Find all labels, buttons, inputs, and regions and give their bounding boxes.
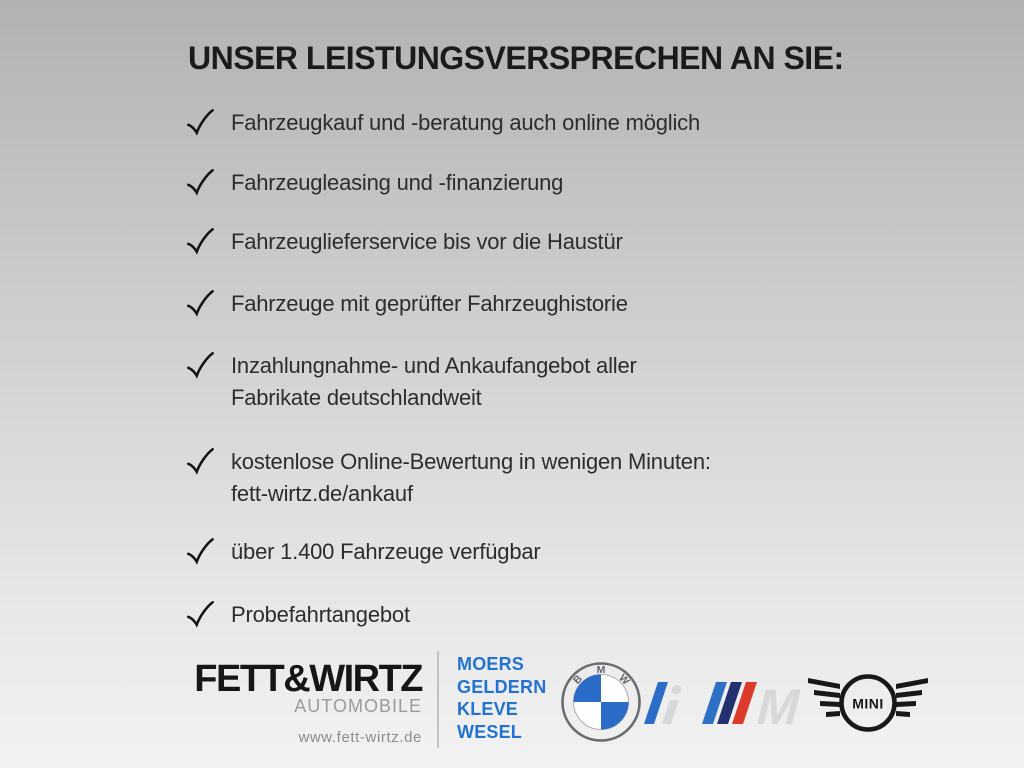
footer-divider — [437, 651, 439, 748]
checkmark-icon — [187, 228, 214, 255]
location-geldern: GELDERN — [457, 676, 547, 697]
checklist-item-text-line2: fett-wirtz.de/ankauf — [231, 481, 413, 506]
dealer-website: www.fett-wirtz.de — [298, 729, 422, 746]
location-moers: MOERS — [457, 654, 525, 674]
checklist-item: Fahrzeuglieferservice bis vor die Haustü… — [185, 226, 623, 258]
checkmark-icon — [187, 352, 214, 379]
checkmark-icon — [187, 169, 214, 196]
dealer-logo: FETT&WIRTZ AUTOMOBILE www.fett-wirtz.de — [194, 658, 423, 746]
dealer-locations: MOERS GELDERN KLEVE WESEL — [457, 653, 546, 743]
checkmark-icon — [187, 538, 214, 565]
checkmark-icon — [187, 601, 214, 628]
mini-logo-icon: MINI — [808, 674, 928, 732]
location-wesel: WESEL — [457, 721, 523, 742]
checklist-item: über 1.400 Fahrzeuge verfügbar — [185, 536, 541, 568]
checkmark-icon — [187, 290, 214, 317]
checklist-item: Fahrzeugleasing und -finanzierung — [185, 167, 563, 199]
checklist-item: kostenlose Online-Bewertung in wenigen M… — [185, 446, 711, 510]
checklist-item: Fahrzeuge mit geprüfter Fahrzeughistorie — [185, 288, 628, 320]
checklist-item-text: Inzahlungnahme- und Ankaufangebot aller — [231, 353, 637, 378]
bmw-m-letter: M — [751, 679, 800, 730]
bmw-m-logo-icon: M — [702, 679, 800, 730]
checklist-item-text: kostenlose Online-Bewertung in wenigen M… — [231, 449, 711, 474]
checklist-item-text: über 1.400 Fahrzeuge verfügbar — [231, 539, 541, 564]
mini-label: MINI — [852, 696, 884, 712]
page-title: UNSER LEISTUNGSVERSPRECHEN AN SIE: — [188, 40, 844, 76]
checklist-item-text: Fahrzeugkauf und -beratung auch online m… — [231, 110, 700, 135]
checkmark-icon — [187, 109, 214, 136]
checkmark-icon — [187, 448, 214, 475]
checklist-item-text: Fahrzeugleasing und -finanzierung — [231, 170, 564, 195]
checklist-item: Fahrzeugkauf und -beratung auch online m… — [185, 107, 700, 139]
bmw-letter-m: M — [597, 664, 606, 676]
dealer-name: FETT&WIRTZ — [194, 658, 423, 700]
checklist-item-text: Fahrzeuge mit geprüfter Fahrzeughistorie — [231, 291, 628, 316]
bmw-logo-icon: B M W — [561, 662, 641, 742]
bmw-i-logo-icon — [644, 682, 682, 724]
checklist-item-text-line2: Fabrikate deutschlandweit — [231, 385, 482, 410]
checklist-item-text: Fahrzeuglieferservice bis vor die Haustü… — [231, 229, 623, 254]
location-kleve: KLEVE — [457, 699, 519, 719]
checklist-item: Probefahrtangebot — [185, 599, 410, 631]
checklist-item-text: Probefahrtangebot — [231, 602, 410, 627]
footer: FETT&WIRTZ AUTOMOBILE www.fett-wirtz.de … — [0, 645, 1024, 768]
dealer-subtitle: AUTOMOBILE — [294, 696, 422, 716]
checklist-item: Inzahlungnahme- und Ankaufangebot aller … — [185, 350, 637, 414]
